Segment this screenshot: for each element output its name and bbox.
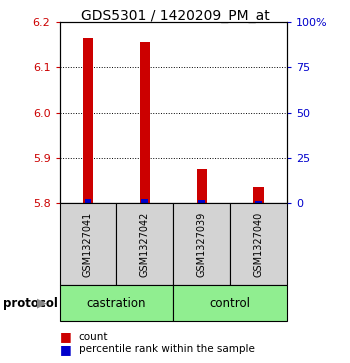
Text: GSM1327039: GSM1327039 — [197, 212, 207, 277]
Text: ▶: ▶ — [37, 297, 46, 310]
Bar — [83, 38, 93, 203]
Bar — [140, 42, 150, 203]
Bar — [173, 203, 230, 285]
Bar — [255, 201, 262, 203]
Text: castration: castration — [87, 297, 146, 310]
Bar — [198, 200, 205, 203]
Bar — [197, 169, 207, 203]
Text: GSM1327040: GSM1327040 — [253, 212, 264, 277]
Bar — [173, 285, 287, 321]
Text: ■: ■ — [60, 343, 71, 356]
Bar — [85, 199, 91, 203]
Text: GSM1327041: GSM1327041 — [83, 212, 93, 277]
Text: percentile rank within the sample: percentile rank within the sample — [79, 344, 255, 354]
Text: count: count — [79, 332, 108, 342]
Bar — [116, 203, 173, 285]
Bar — [60, 203, 116, 285]
Text: control: control — [210, 297, 251, 310]
Bar — [60, 285, 173, 321]
Bar — [141, 199, 148, 203]
Text: ■: ■ — [60, 330, 71, 343]
Bar — [230, 203, 287, 285]
Text: GSM1327042: GSM1327042 — [140, 211, 150, 277]
Text: GDS5301 / 1420209_PM_at: GDS5301 / 1420209_PM_at — [80, 9, 270, 23]
Text: protocol: protocol — [4, 297, 58, 310]
Bar — [253, 187, 264, 203]
